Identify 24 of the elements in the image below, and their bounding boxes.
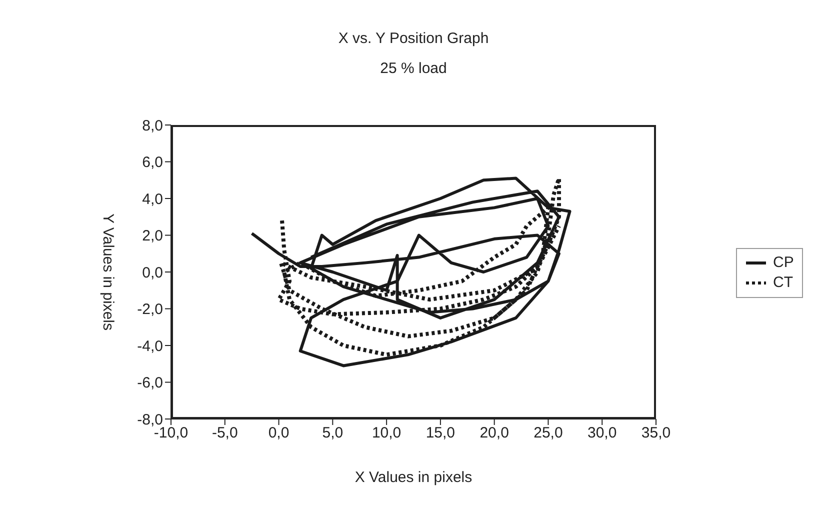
x-tick-label: 35,0 — [641, 424, 671, 442]
x-tick-label: 5,0 — [322, 424, 344, 442]
y-tick-label: 8,0 — [142, 117, 163, 134]
x-tick-label: 15,0 — [426, 424, 456, 442]
y-tick-label: 2,0 — [142, 228, 163, 245]
x-tick-label: 30,0 — [588, 424, 617, 442]
y-tick-label: -2,0 — [137, 301, 163, 318]
legend-label: CP — [773, 253, 794, 273]
x-tick-label: 0,0 — [268, 424, 290, 442]
x-tick-label: 25,0 — [534, 424, 563, 442]
y-axis-title: Y Values in pixels — [100, 213, 116, 331]
x-tick-label: 10,0 — [372, 424, 402, 442]
y-tick-label: 0,0 — [142, 264, 163, 282]
legend-label: CT — [773, 273, 793, 293]
y-tick-label: -4,0 — [137, 338, 163, 355]
x-tick-label: -5,0 — [212, 424, 238, 442]
chart-subtitle: 25 % load — [379, 60, 448, 77]
chart-title: X vs. Y Position Graph — [337, 30, 490, 47]
x-tick-label: 20,0 — [480, 424, 509, 442]
y-tick-label: 4,0 — [142, 190, 163, 208]
y-tick-label: 6,0 — [142, 154, 163, 172]
x-axis-title: X Values in pixels — [354, 469, 474, 486]
y-tick-label: -6,0 — [137, 374, 163, 392]
line-series — [250, 176, 572, 368]
